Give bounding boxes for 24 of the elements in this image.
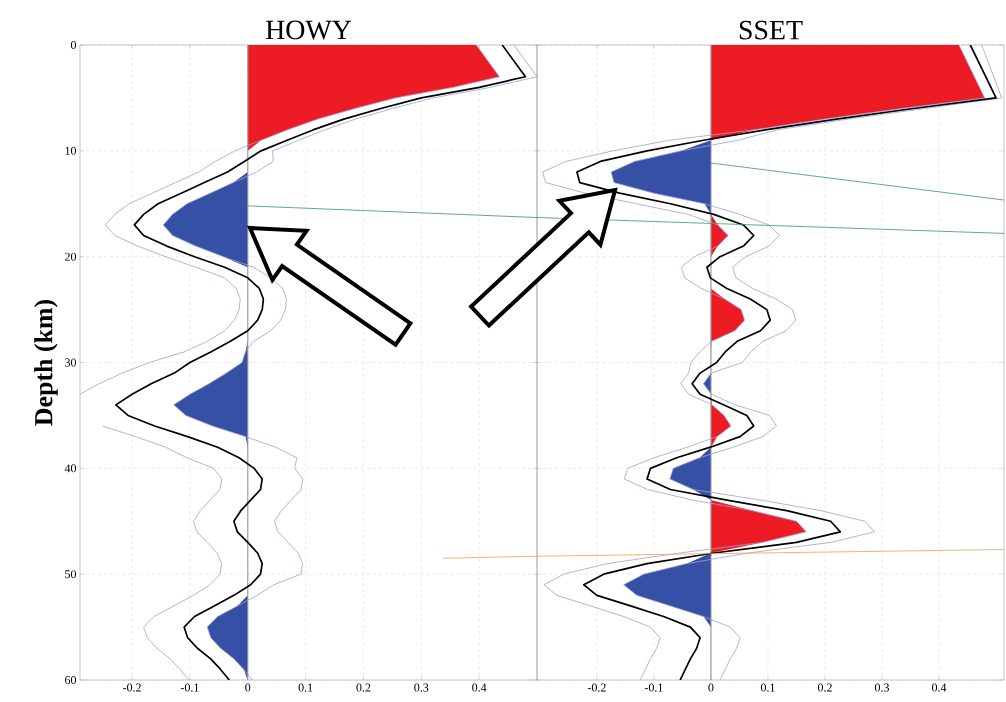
x-tick-label: -0.2: [587, 683, 606, 692]
x-tick-label: 0.1: [760, 683, 775, 692]
y-tick-label: 60: [65, 675, 77, 685]
y-tick-label: 10: [65, 146, 77, 155]
y-tick-label: 40: [64, 464, 77, 473]
x-tick-label: 0: [708, 683, 714, 692]
y-axis-title: Depth (km): [34, 300, 58, 426]
x-tick-label: 0.4: [472, 683, 487, 692]
x-tick-label: -0.1: [180, 683, 199, 692]
x-tick-label: -0.2: [123, 683, 141, 692]
x-tick-label: 0.2: [817, 683, 832, 692]
y-tick-label: 50: [65, 570, 77, 579]
x-tick-label: 0: [245, 683, 251, 692]
x-tick-label: -0.1: [644, 683, 663, 692]
x-tick-label: 0.3: [874, 683, 889, 692]
x-tick-label: 0.4: [931, 683, 947, 692]
y-tick-label: 0: [70, 40, 77, 50]
chart-title: SSET: [739, 20, 803, 40]
x-tick-label: 0.2: [356, 683, 371, 692]
x-tick-label: 0.1: [298, 683, 313, 692]
x-tick-label: 0.3: [414, 683, 429, 692]
chart-title: HOWY: [265, 20, 352, 40]
y-tick-label: 20: [65, 252, 77, 261]
y-tick-label: 30: [65, 358, 77, 367]
